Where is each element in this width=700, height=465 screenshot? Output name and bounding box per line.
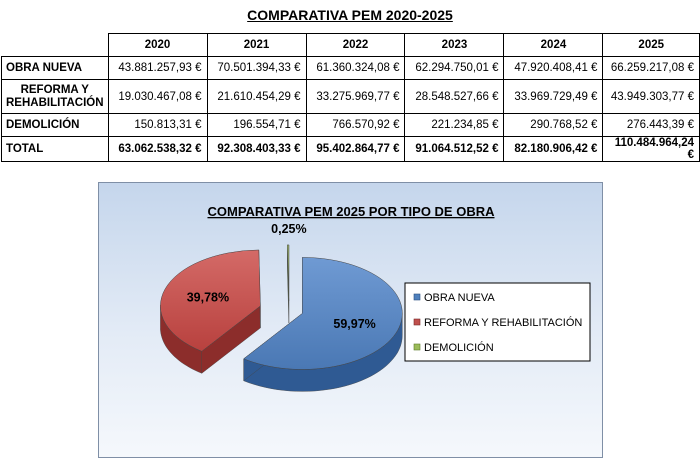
- slice-label-demolicion: 0,25%: [271, 222, 306, 236]
- table-row: REFORMA Y REHABILITACIÓN 19.030.467,08 € …: [1, 79, 700, 114]
- legend-item: REFORMA Y REHABILITACIÓN: [424, 316, 582, 329]
- legend-item: OBRA NUEVA: [424, 292, 495, 304]
- table-cell: 276.443,39 €: [602, 113, 700, 137]
- year-header: 2023: [404, 33, 505, 57]
- legend-swatch: [413, 293, 421, 301]
- pie-chart: COMPARATIVA PEM 2025 POR TIPO DE OBRA 39…: [160, 204, 591, 392]
- legend-box: [404, 282, 591, 362]
- table-cell: 19.030.467,08 €: [107, 79, 208, 114]
- pie-slice-reforma: [160, 249, 261, 352]
- legend-item: DEMOLICIÓN: [424, 341, 494, 354]
- header-corner: [1, 33, 109, 57]
- table-cell: 91.064.512,52 €: [404, 136, 505, 162]
- table-cell: 33.969.729,49 €: [503, 79, 604, 114]
- table-cell: 196.554,71 €: [206, 113, 307, 137]
- table-cell: 61.360.324,08 €: [305, 56, 406, 80]
- table-cell: 82.180.906,42 €: [503, 136, 604, 162]
- pie-slice-obra-nueva: [243, 257, 403, 370]
- table-title: COMPARATIVA PEM 2020-2025: [247, 7, 453, 23]
- row-label-line1: REFORMA Y: [20, 83, 89, 96]
- year-header: 2022: [305, 33, 406, 57]
- pem-table: 2020 2021 2022 2023 2024 2025 OBRA NUEVA…: [1, 33, 700, 162]
- row-label: REFORMA Y REHABILITACIÓN: [1, 79, 109, 114]
- table-cell: 43.881.257,93 €: [107, 56, 208, 80]
- table-row: DEMOLICIÓN 150.813,31 € 196.554,71 € 766…: [1, 113, 700, 137]
- table-row: OBRA NUEVA 43.881.257,93 € 70.501.394,33…: [1, 56, 700, 80]
- table-cell: 221.234,85 €: [404, 113, 505, 137]
- table-cell: 92.308.403,33 €: [206, 136, 307, 162]
- year-header: 2024: [503, 33, 604, 57]
- table-cell: 150.813,31 €: [107, 113, 208, 137]
- chart-legend: OBRA NUEVA REFORMA Y REHABILITACIÓN DEMO…: [404, 282, 591, 362]
- slice-label-reforma: 39,78%: [187, 291, 229, 305]
- table-cell: 33.275.969,77 €: [305, 79, 406, 114]
- table-cell: 95.402.864,77 €: [305, 136, 406, 162]
- table-cell: 28.548.527,66 €: [404, 79, 505, 114]
- table-cell: 63.062.538,32 €: [107, 136, 208, 162]
- table-cell: 47.920.408,41 €: [503, 56, 604, 80]
- slice-label-obra-nueva: 59,97%: [333, 317, 375, 331]
- year-header: 2025: [602, 33, 700, 57]
- table-cell: 43.949.303,77 €: [602, 79, 700, 114]
- row-label: TOTAL: [1, 136, 109, 162]
- table-cell: 21.610.454,29 €: [206, 79, 307, 114]
- legend-swatch: [413, 343, 421, 351]
- row-label: DEMOLICIÓN: [1, 113, 109, 137]
- table-cell: 70.501.394,33 €: [206, 56, 307, 80]
- pie-slice-demolicion: [287, 244, 290, 301]
- table-row-total: TOTAL 63.062.538,32 € 92.308.403,33 € 95…: [1, 136, 700, 162]
- table-cell: 766.570,92 €: [305, 113, 406, 137]
- legend-swatch: [413, 318, 421, 326]
- table-cell: 66.259.217,08 €: [602, 56, 700, 80]
- pie-chart-area: COMPARATIVA PEM 2025 POR TIPO DE OBRA 39…: [98, 182, 603, 458]
- row-label: OBRA NUEVA: [1, 56, 109, 80]
- year-header: 2021: [206, 33, 307, 57]
- table-cell: 62.294.750,01 €: [404, 56, 505, 80]
- table-header-row: 2020 2021 2022 2023 2024 2025: [1, 33, 700, 57]
- chart-title: COMPARATIVA PEM 2025 POR TIPO DE OBRA: [207, 204, 495, 219]
- year-header: 2020: [107, 33, 208, 57]
- table-cell: 110.484.964,24 €: [602, 136, 700, 162]
- row-label-line2: REHABILITACIÓN: [6, 96, 104, 109]
- table-cell: 290.768,52 €: [503, 113, 604, 137]
